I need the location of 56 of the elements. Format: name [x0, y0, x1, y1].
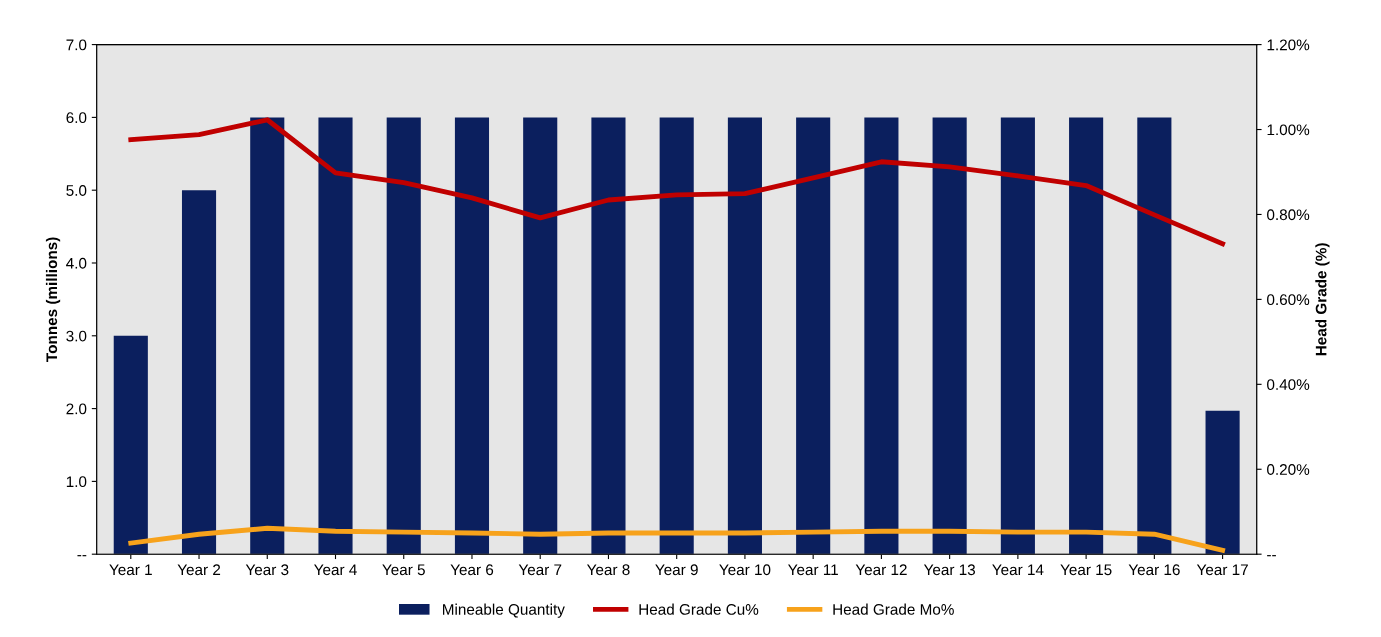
legend-label: Head Grade Mo%	[833, 603, 954, 615]
x-tick-label: Year 5	[382, 564, 425, 576]
line-series	[128, 525, 1226, 553]
bar	[1000, 117, 1035, 555]
y2-tick-label: 0.40%	[1267, 379, 1310, 391]
x-tick-label: Year 17	[1196, 564, 1248, 576]
bar	[864, 117, 899, 555]
legend-label: Head Grade Cu%	[639, 603, 759, 615]
x-tick-label: Year 13	[923, 564, 976, 576]
x-tick-label: Year 16	[1128, 564, 1180, 576]
y-tick-label: 4.0	[66, 257, 87, 269]
bar	[250, 117, 285, 555]
bar	[1069, 117, 1104, 555]
x-tick-label: Year 1	[109, 564, 152, 576]
x-tick-label: Year 15	[1060, 564, 1112, 576]
x-tick-label: Year 2	[177, 564, 221, 576]
y-tick-label: 7.0	[66, 39, 87, 51]
y-tick-label: --	[77, 555, 87, 557]
bar	[386, 117, 421, 555]
bar	[932, 117, 967, 555]
bar	[454, 117, 490, 555]
x-tick-label: Year 4	[314, 564, 357, 576]
y-tick-label: 3.0	[66, 330, 87, 342]
bar	[318, 117, 353, 555]
y2-tick-label: 0.80%	[1267, 209, 1310, 221]
bar	[1137, 117, 1172, 555]
y2-axis-title: Head Grade (%)	[1315, 243, 1330, 356]
x-tick-label: Year 7	[518, 564, 562, 576]
x-tick-label: Year 10	[719, 564, 771, 576]
y-tick-label: 2.0	[66, 403, 87, 415]
bar	[181, 190, 217, 555]
y2-tick-label: 0.60%	[1267, 294, 1310, 306]
y2-tick-label: 1.20%	[1267, 39, 1310, 51]
x-tick-label: Year 12	[855, 564, 907, 576]
x-tick-label: Year 9	[655, 564, 698, 576]
y2-tick-label: --	[1267, 555, 1276, 557]
legend-label: Mineable Quantity	[443, 603, 565, 618]
y2-tick-label: 1.00%	[1267, 124, 1310, 136]
y-tick-label: 1.0	[66, 476, 87, 488]
x-tick-label: Year 3	[245, 564, 289, 576]
bar	[1205, 410, 1240, 555]
bar	[523, 117, 558, 555]
bar	[659, 117, 694, 555]
bar	[113, 335, 148, 555]
y-tick-label: 5.0	[66, 185, 87, 196]
y-tick-label: 6.0	[66, 112, 87, 124]
x-tick-label: Year 11	[788, 564, 838, 576]
x-tick-label: Year 8	[586, 564, 630, 576]
x-tick-label: Year 6	[450, 564, 494, 576]
line-series	[128, 117, 1226, 247]
y2-tick-label: 0.20%	[1267, 464, 1310, 475]
x-tick-label: Year 14	[992, 564, 1044, 576]
bar	[796, 117, 831, 555]
bar	[727, 117, 762, 555]
bar	[591, 117, 626, 555]
y-axis-title: Tonnes (millions)	[45, 237, 61, 362]
